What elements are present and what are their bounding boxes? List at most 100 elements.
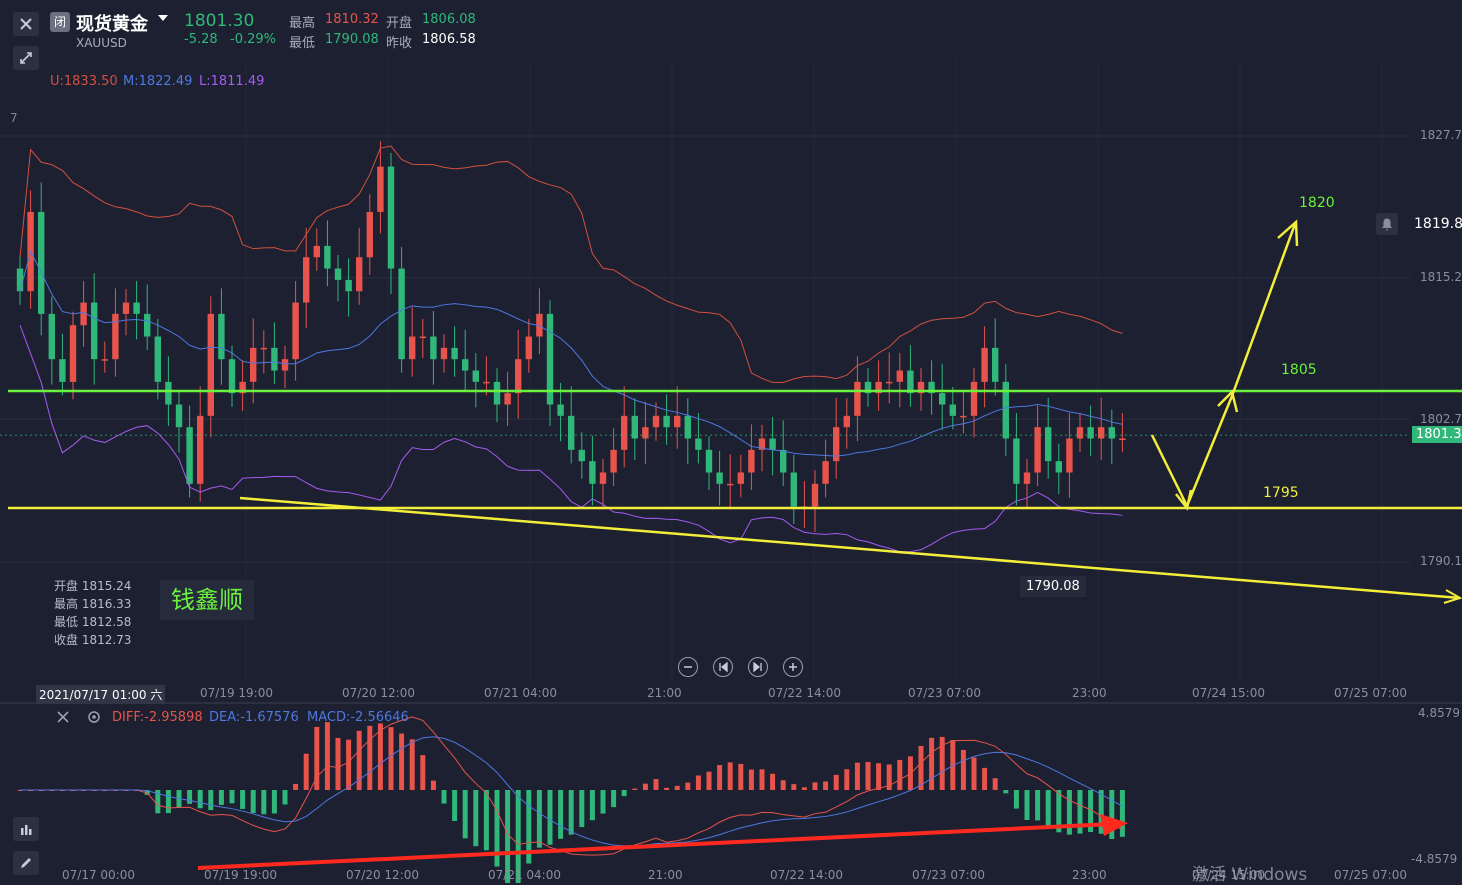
zoom-out-icon[interactable] bbox=[678, 657, 698, 677]
symbol-name[interactable]: 现货黄金 bbox=[76, 14, 148, 35]
candle-body bbox=[568, 415, 575, 450]
time-axis-label: 07/22 14:00 bbox=[768, 686, 841, 700]
macd-close-icon[interactable] bbox=[56, 709, 70, 728]
collapse-arrows-icon[interactable] bbox=[13, 46, 39, 70]
candle-body bbox=[1002, 381, 1009, 439]
candle-body bbox=[91, 302, 98, 360]
indicator-bars-icon[interactable] bbox=[13, 817, 39, 841]
price-tick-1815: 1815.2 bbox=[1420, 270, 1462, 284]
candle-body bbox=[451, 347, 458, 360]
time-axis-label: 07/20 12:00 bbox=[342, 686, 415, 700]
candle-body bbox=[557, 404, 564, 416]
macd-histogram-bar bbox=[706, 771, 712, 790]
macd-time-axis-label: 07/22 14:00 bbox=[770, 868, 843, 882]
high-label: 最高 bbox=[289, 16, 316, 31]
macd-histogram-bar bbox=[356, 730, 362, 790]
macd-histogram-bar bbox=[568, 790, 574, 835]
candle-body bbox=[207, 313, 214, 416]
candle-body bbox=[1076, 427, 1084, 439]
zoom-in-icon[interactable] bbox=[783, 657, 803, 677]
candle-body bbox=[239, 381, 246, 394]
level-1805-label: 1805 bbox=[1281, 362, 1317, 378]
candle-body bbox=[589, 461, 596, 484]
candle-body bbox=[578, 449, 585, 462]
candle-body bbox=[1034, 427, 1041, 473]
level-1795-label: 1795 bbox=[1263, 485, 1299, 501]
candle-body bbox=[642, 427, 649, 439]
open-label: 开盘 bbox=[386, 16, 413, 31]
candle-body bbox=[133, 302, 140, 314]
candle-body bbox=[981, 347, 988, 382]
macd-histogram-bar bbox=[1045, 790, 1051, 827]
macd-time-axis-label: 23:00 bbox=[1072, 868, 1107, 882]
candle-body bbox=[864, 381, 872, 394]
symbol-code: XAUUSD bbox=[76, 36, 127, 50]
macd-histogram-bar bbox=[992, 778, 998, 790]
pencil-draw-icon[interactable] bbox=[13, 851, 39, 875]
macd-histogram-bar bbox=[897, 759, 903, 790]
candle-body bbox=[705, 449, 713, 473]
candle-body bbox=[324, 245, 331, 269]
macd-histogram-bar bbox=[664, 787, 670, 790]
trendline-arrowhead bbox=[1443, 589, 1462, 604]
bell-icon[interactable] bbox=[1376, 213, 1398, 235]
candle-body bbox=[16, 268, 24, 292]
macd-settings-icon[interactable] bbox=[86, 709, 102, 729]
candle-body bbox=[790, 472, 797, 507]
candle-body bbox=[758, 438, 766, 450]
macd-histogram-bar bbox=[844, 769, 850, 790]
macd-histogram-bar bbox=[833, 774, 839, 790]
macd-histogram-bar bbox=[950, 740, 956, 790]
low-marker-label: 1790.08 bbox=[1020, 576, 1086, 597]
candle-body bbox=[769, 438, 776, 450]
candle-body bbox=[1045, 427, 1052, 462]
macd-time-axis-label: 07/19 19:00 bbox=[204, 868, 277, 882]
candle-body bbox=[854, 381, 861, 416]
macd-time-axis-label: 07/24 15:00 bbox=[1192, 868, 1265, 882]
candle-body bbox=[80, 302, 87, 326]
macd-histogram-bar bbox=[1066, 790, 1072, 835]
candle-body bbox=[472, 370, 479, 382]
candle-body bbox=[716, 472, 723, 484]
macd-axis-top: 4.8579 bbox=[1418, 706, 1460, 720]
macd-histogram-bar bbox=[727, 762, 733, 790]
macd-histogram-bar bbox=[611, 790, 617, 808]
symbol-dropdown-icon[interactable] bbox=[158, 15, 168, 21]
author-watermark: 钱鑫顺 bbox=[160, 580, 254, 620]
step-forward-icon[interactable] bbox=[748, 657, 768, 677]
step-back-icon[interactable] bbox=[713, 657, 733, 677]
high-value: 1810.32 bbox=[325, 12, 379, 27]
candle-body bbox=[737, 472, 744, 484]
macd-histogram-bar bbox=[1109, 790, 1115, 840]
macd-axis-bottom: -4.8579 bbox=[1411, 852, 1458, 866]
divergence-arrowhead bbox=[1100, 814, 1128, 836]
candle-body bbox=[525, 336, 532, 360]
macd-histogram-bar bbox=[218, 790, 224, 805]
macd-histogram-bar bbox=[558, 790, 564, 839]
candle-body bbox=[122, 302, 130, 314]
macd-histogram-bar bbox=[1056, 790, 1062, 833]
close-icon[interactable] bbox=[13, 12, 39, 36]
boll-mid-label: M:1822.49 bbox=[123, 74, 193, 89]
candle-body bbox=[621, 415, 628, 450]
macd-histogram-bar bbox=[982, 767, 988, 790]
candle-body bbox=[228, 359, 236, 394]
macd-value-label: MACD:-2.56646 bbox=[307, 710, 409, 725]
candle-body bbox=[377, 166, 384, 212]
candle-body bbox=[38, 211, 45, 314]
candle-body bbox=[69, 325, 77, 382]
macd-histogram-bar bbox=[780, 780, 786, 790]
macd-histogram-bar bbox=[303, 753, 309, 790]
macd-time-axis-label: 21:00 bbox=[648, 868, 683, 882]
candle-body bbox=[727, 483, 734, 486]
macd-histogram-bar bbox=[430, 780, 436, 790]
candle-body bbox=[833, 427, 840, 462]
macd-time-axis-label: 07/17 00:00 bbox=[62, 868, 135, 882]
boll-lower-line bbox=[19, 325, 1123, 553]
candle-body bbox=[1013, 438, 1020, 484]
candle-body bbox=[345, 279, 352, 292]
macd-histogram-bar bbox=[452, 790, 458, 821]
macd-histogram-bar bbox=[441, 790, 447, 804]
macd-histogram-bar bbox=[685, 782, 691, 790]
